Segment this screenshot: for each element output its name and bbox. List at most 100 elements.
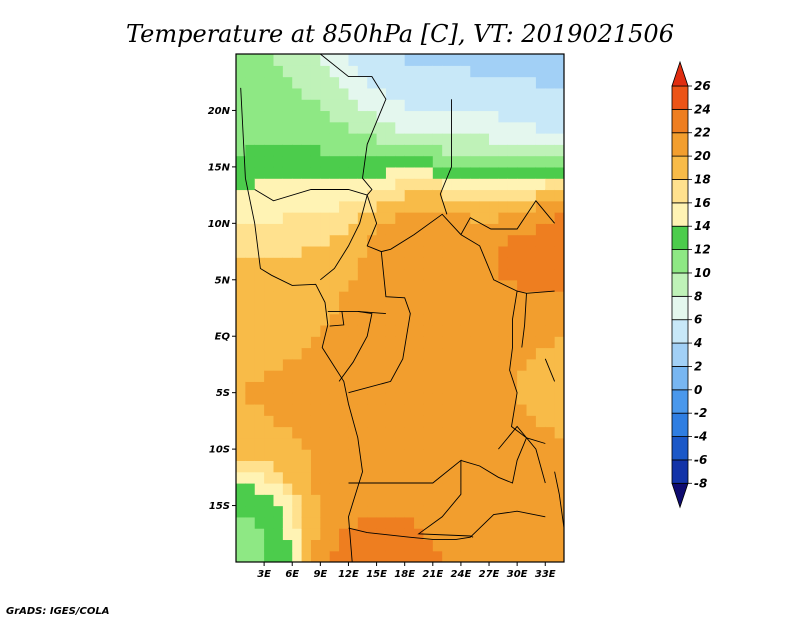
heat-cell [395, 528, 406, 541]
heat-cell [282, 99, 293, 112]
heat-cell [254, 528, 265, 541]
heat-cell [310, 257, 321, 270]
heat-cell [507, 234, 518, 247]
heat-cell [348, 539, 359, 552]
heat-cell [470, 426, 481, 439]
heat-cell [348, 110, 359, 123]
heat-cell [339, 121, 350, 134]
heat-cell [498, 426, 509, 439]
heat-cell [301, 313, 312, 326]
heat-cell [470, 144, 481, 157]
heat-cell [507, 460, 518, 473]
heat-cell [395, 99, 406, 112]
heat-cell [329, 381, 340, 394]
heat-cell [339, 245, 350, 258]
colorbar-swatch [671, 412, 689, 437]
heat-cell [554, 516, 564, 529]
heat-cell [442, 347, 453, 360]
heat-cell [264, 223, 275, 236]
heat-cell [264, 76, 275, 89]
heat-cell [470, 234, 481, 247]
heat-cell [432, 392, 443, 405]
heat-cell [236, 505, 246, 518]
heat-cell [329, 87, 340, 100]
heat-cell [376, 494, 387, 507]
heat-cell [367, 324, 378, 337]
heat-cell [545, 155, 556, 168]
heat-cell [460, 65, 471, 78]
heat-cell [489, 358, 499, 371]
heat-cell [526, 449, 537, 461]
heat-cell [432, 178, 443, 191]
heat-cell [451, 99, 462, 112]
heat-cell [292, 54, 303, 66]
heat-cell [545, 482, 556, 495]
border-line [554, 471, 564, 529]
heat-cell [404, 291, 415, 303]
border-line [544, 358, 556, 382]
heat-cell [451, 471, 462, 484]
heat-cell [479, 257, 490, 270]
heat-cell [517, 437, 528, 450]
heat-cell [282, 336, 293, 349]
heat-cell [414, 449, 425, 461]
heat-cell [535, 257, 546, 270]
heat-cell [432, 166, 443, 179]
heat-cell [432, 471, 443, 484]
heat-cell [339, 234, 350, 247]
heat-cell [264, 268, 275, 281]
border-line [254, 189, 368, 202]
heat-cell [339, 178, 350, 191]
heat-cell [414, 189, 425, 202]
heat-cell [282, 223, 293, 236]
heat-cell [535, 178, 546, 191]
heat-cell [273, 370, 284, 382]
heat-cell [479, 54, 490, 66]
heat-cell [301, 324, 312, 337]
heat-cell [470, 471, 481, 484]
heat-cell [282, 212, 293, 224]
heat-cell [357, 189, 368, 202]
colorbar-label: 2 [694, 359, 702, 373]
heat-cell [517, 482, 528, 495]
heat-cell [489, 302, 499, 315]
heat-cell [367, 54, 378, 66]
heat-cell [310, 65, 321, 78]
heat-cell [535, 358, 546, 371]
colorbar-swatch [671, 85, 689, 110]
heat-cell [451, 426, 462, 439]
heat-cell [273, 257, 284, 270]
heat-cell [320, 212, 331, 224]
heat-cell [376, 505, 387, 518]
heat-cell [479, 539, 490, 552]
heat-cell [498, 392, 509, 405]
heat-cell [367, 381, 378, 394]
heat-cell [320, 358, 331, 371]
heat-cell [517, 358, 528, 371]
colorbar-swatch [671, 108, 689, 134]
heat-cell [301, 370, 312, 382]
heat-cell [329, 54, 340, 66]
heat-cell [423, 302, 434, 315]
heat-cell [273, 347, 284, 360]
heat-cell [339, 279, 350, 292]
heat-cell [507, 212, 518, 224]
heat-cell [254, 279, 265, 292]
heat-cell [329, 110, 340, 123]
heat-cell [432, 189, 443, 202]
heat-cell [329, 415, 340, 428]
heat-cell [507, 166, 518, 179]
heat-cell [395, 381, 406, 394]
heat-cell [489, 212, 499, 224]
heat-cell [460, 381, 471, 394]
heat-cell [273, 426, 284, 439]
heat-cell [320, 550, 331, 562]
heat-cell [329, 471, 340, 484]
heat-cell [451, 76, 462, 89]
heat-cell [451, 550, 462, 562]
heat-cell [301, 54, 312, 66]
heat-cell [395, 212, 406, 224]
heat-cell [526, 426, 537, 439]
heat-cell [348, 245, 359, 258]
heat-cell [357, 200, 368, 213]
